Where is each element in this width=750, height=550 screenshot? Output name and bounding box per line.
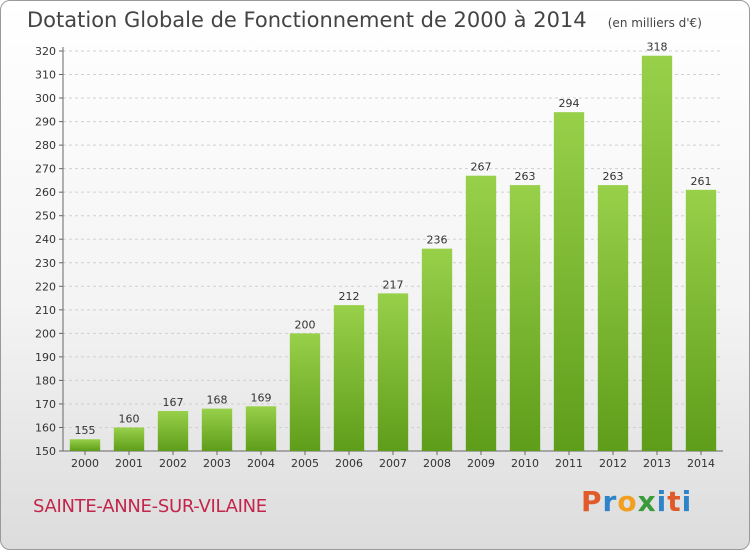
logo-letter: i [656,485,668,518]
logo-letter: r [602,485,618,518]
x-tick-label-2014: 2014 [687,457,715,470]
x-tick-label-2007: 2007 [379,457,407,470]
y-tick-label: 290 [35,116,56,129]
bars [69,55,717,452]
x-tick-label-2009: 2009 [467,457,495,470]
y-tick-label: 300 [35,92,56,105]
proxiti-logo: Proxiti [581,485,692,518]
value-label-2005: 200 [295,318,316,331]
value-label-2007: 217 [383,278,404,291]
x-tick-label-2013: 2013 [643,457,671,470]
x-tick-label-2004: 2004 [247,457,275,470]
y-tick-label: 150 [35,445,56,458]
y-tick-label: 220 [35,280,56,293]
chart-title: Dotation Globale de Fonctionnement de 20… [27,8,587,32]
logo-letter: t [667,485,682,518]
x-tick-label-2000: 2000 [71,457,99,470]
y-tick-label: 180 [35,374,56,387]
logo-letter: x [637,485,657,518]
bar-2007 [377,293,409,451]
y-tick-label: 310 [35,69,56,82]
value-label-2006: 212 [339,290,360,303]
bar-2002 [157,411,189,451]
y-tick-label: 210 [35,304,56,317]
y-tick-label: 320 [35,45,56,58]
y-tick-label: 260 [35,186,56,199]
location-name: SAINTE-ANNE-SUR-VILAINE [33,496,267,517]
value-label-2013: 318 [647,41,668,54]
bar-2003 [201,408,233,451]
title-row: Dotation Globale de Fonctionnement de 20… [27,8,702,32]
bar-2013 [641,55,673,452]
bar-2000 [69,439,101,451]
y-tick-label: 190 [35,351,56,364]
bar-2010 [509,185,541,451]
value-label-2000: 155 [75,424,96,437]
y-tick-label: 230 [35,257,56,270]
logo-letter: P [581,485,603,518]
y-tick-label: 200 [35,327,56,340]
logo-letter: o [617,485,638,518]
x-tick-label-2001: 2001 [115,457,143,470]
bar-2008 [421,248,453,451]
x-tick-label-2003: 2003 [203,457,231,470]
chart-subtitle: (en milliers d'€) [607,16,702,30]
x-tick-label-2002: 2002 [159,457,187,470]
value-label-2014: 261 [691,175,712,188]
y-tick-label: 160 [35,421,56,434]
value-label-2011: 294 [559,97,580,110]
y-tick-labels: 150 160 170 180 190 200 210 220 230 240 250 260 270 2… [35,45,56,458]
value-label-2003: 168 [207,394,228,407]
value-labels: 155 160 167 168 169 200 212 217 236 267 263 294 263 3… [75,41,712,438]
value-label-2001: 160 [119,412,140,425]
bar-2006 [333,305,365,451]
x-tick-label-2012: 2012 [599,457,627,470]
x-tick-labels: 2000 2001 2002 2003 2004 2005 2006 2007 2008 2009… [71,457,715,470]
x-tick-label-2005: 2005 [291,457,319,470]
x-tick-label-2008: 2008 [423,457,451,470]
value-label-2010: 263 [515,170,536,183]
bar-2004 [245,406,277,451]
bar-2011 [553,112,585,452]
x-tick-label-2011: 2011 [555,457,583,470]
y-tick-label: 170 [35,398,56,411]
y-tick-label: 270 [35,163,56,176]
bar-2001 [113,427,145,451]
x-tick-label-2006: 2006 [335,457,363,470]
value-label-2008: 236 [427,234,448,247]
bar-2005 [289,333,321,451]
logo-letter: i [681,485,693,518]
x-tick-label-2010: 2010 [511,457,539,470]
value-label-2009: 267 [471,161,492,174]
bar-2009 [465,175,497,452]
bar-2014 [685,189,717,451]
value-label-2002: 167 [163,396,184,409]
y-tick-label: 280 [35,139,56,152]
y-tick-label: 250 [35,210,56,223]
value-label-2012: 263 [603,170,624,183]
value-label-2004: 169 [251,391,272,404]
y-tick-label: 240 [35,233,56,246]
bar-2012 [597,185,629,451]
